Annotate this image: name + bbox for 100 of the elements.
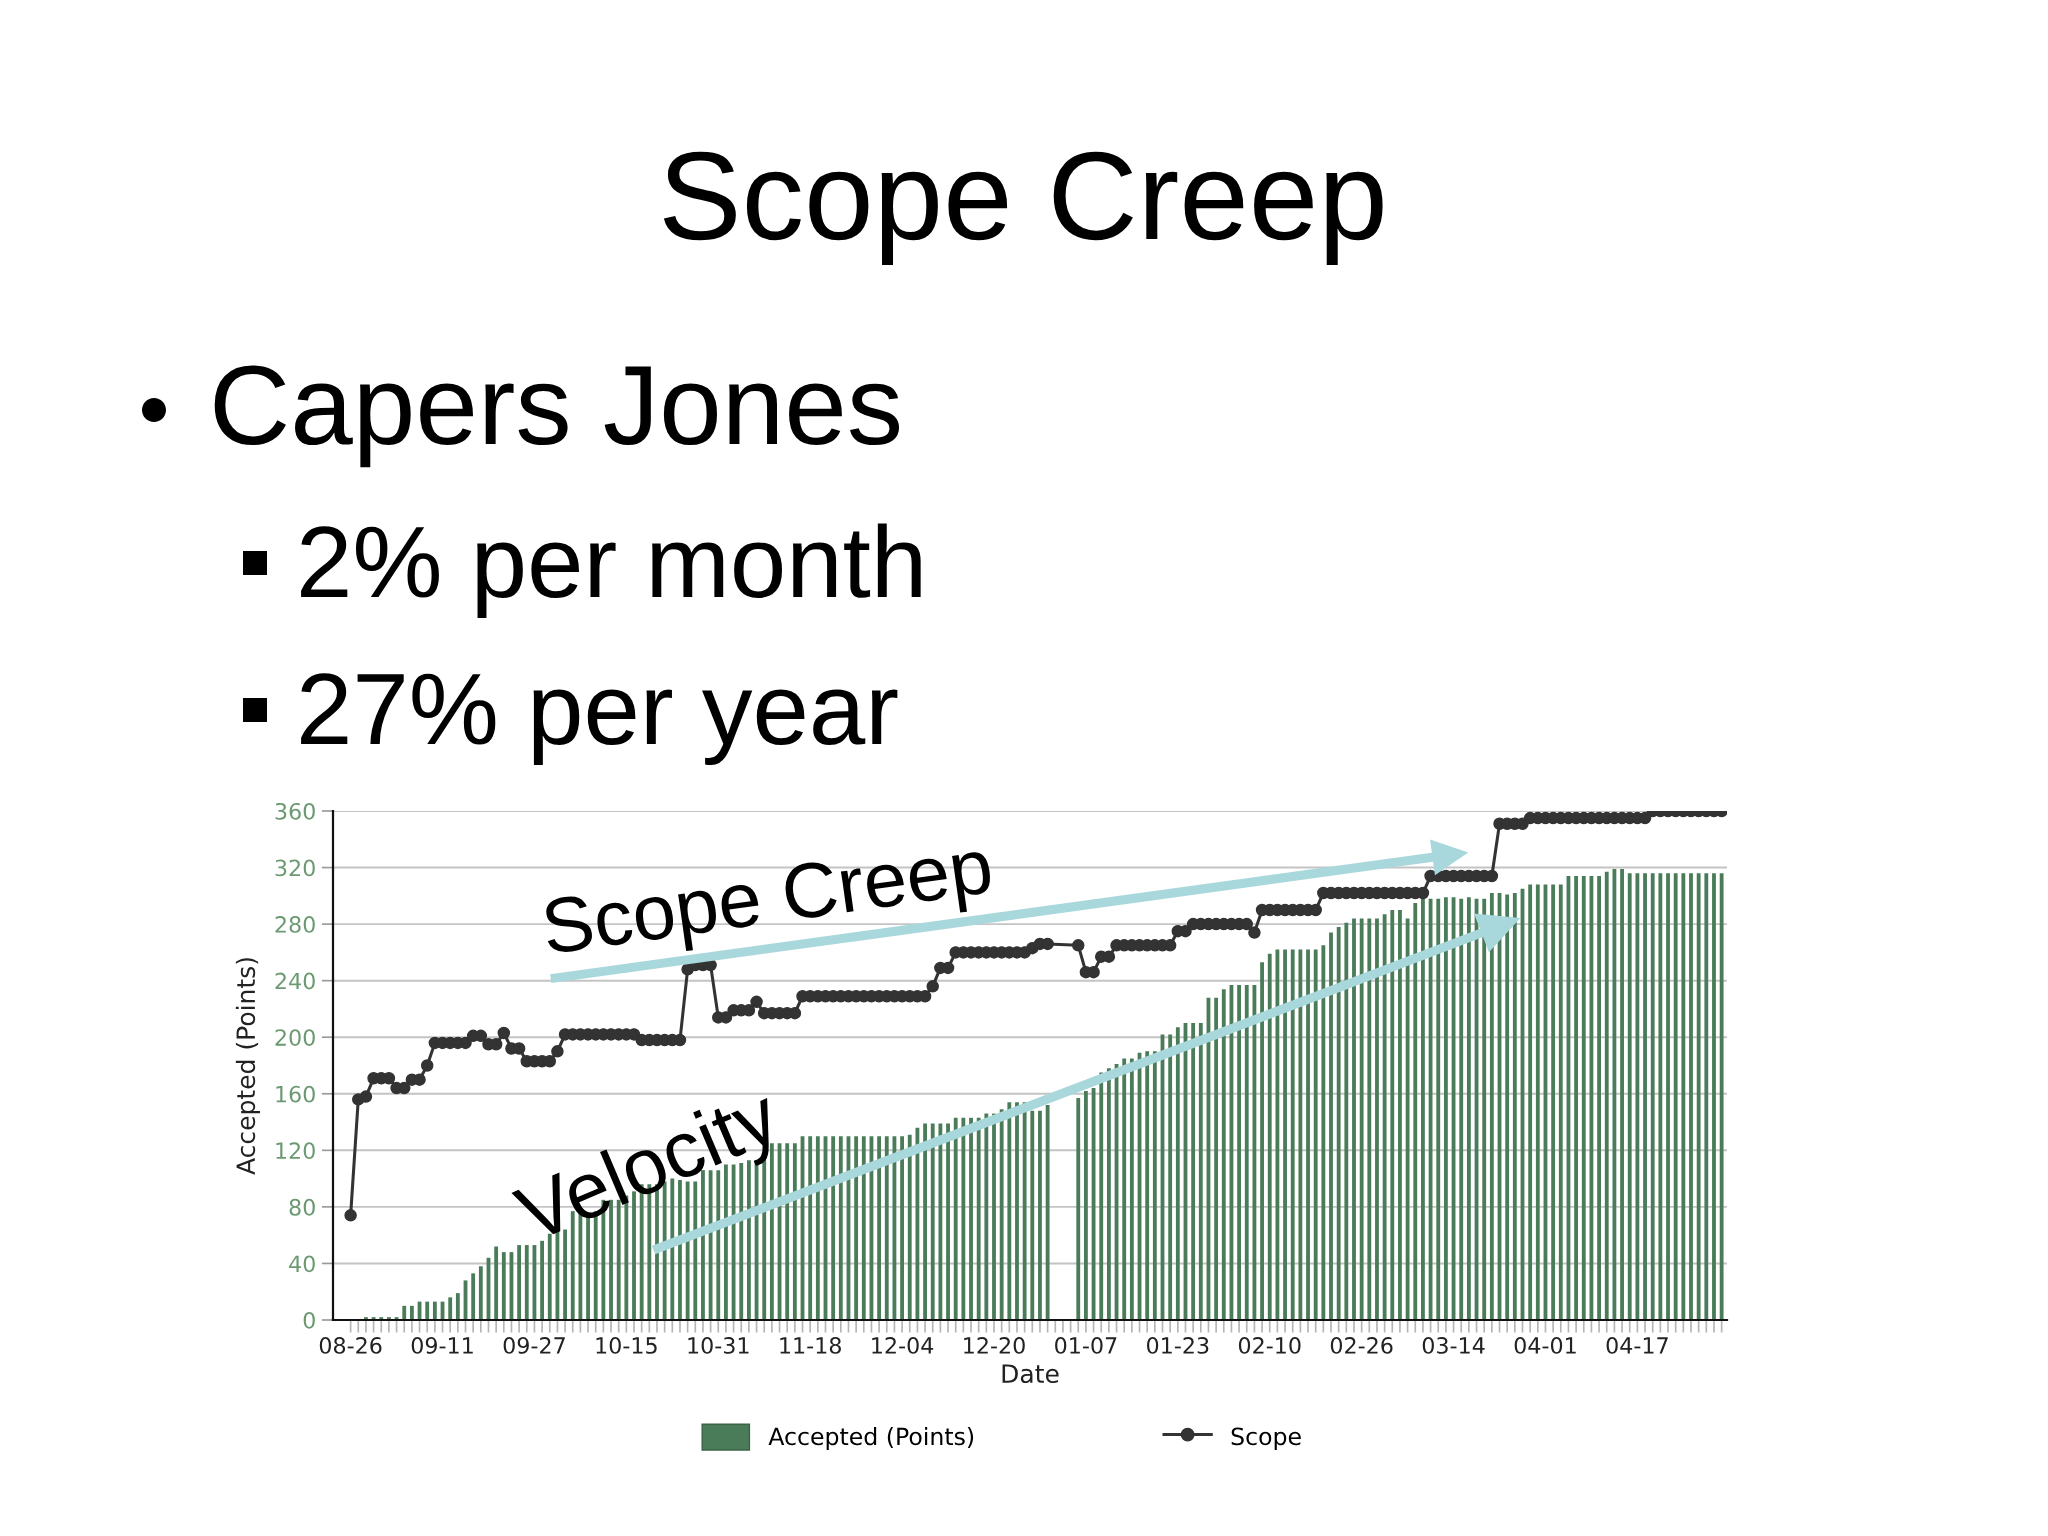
bar: [946, 1123, 950, 1320]
bar: [1650, 873, 1655, 1320]
y-tick-label: 200: [275, 1029, 315, 1046]
y-tick-label: 320: [275, 859, 315, 877]
bar: [1038, 1110, 1042, 1320]
bar: [1597, 876, 1601, 1320]
bar: [1237, 984, 1242, 1320]
x-axis-title: Date: [1002, 1364, 1059, 1384]
bar: [1528, 884, 1533, 1320]
bar: [1505, 894, 1510, 1320]
bar: [854, 1136, 859, 1320]
bar: [900, 1136, 904, 1320]
bar: [1382, 914, 1387, 1320]
bar: [1604, 871, 1609, 1320]
bar: [1122, 1058, 1127, 1320]
bar: [1007, 1102, 1012, 1320]
bar: [1267, 953, 1272, 1320]
bar: [1221, 989, 1226, 1320]
bar: [448, 1297, 453, 1320]
bar: [984, 1113, 989, 1320]
bar: [1290, 949, 1295, 1320]
bar: [425, 1301, 430, 1320]
bar: [1459, 898, 1464, 1320]
x-tick-label: 12-20: [964, 1337, 1025, 1354]
bar: [1099, 1072, 1104, 1320]
bar: [953, 1117, 958, 1320]
bar: [1076, 1098, 1081, 1320]
bar: [1191, 1023, 1196, 1320]
x-tick-label: 10-31: [688, 1337, 749, 1354]
bar: [1696, 873, 1701, 1320]
x-tick-label: 04-17: [1606, 1337, 1668, 1354]
chart-title: Scope Creep: [663, 151, 1383, 265]
bar: [1666, 873, 1670, 1320]
x-tick-label: 11-18: [780, 1337, 841, 1354]
bar: [1344, 922, 1349, 1320]
bar: [1106, 1068, 1111, 1320]
bar: [1673, 873, 1678, 1320]
bar: [938, 1123, 943, 1320]
bar: [1466, 897, 1471, 1320]
x-tick-label: 04-01: [1514, 1337, 1576, 1354]
bar: [877, 1136, 882, 1320]
bar: [1275, 949, 1280, 1320]
bar: [1321, 945, 1326, 1320]
bar: [1704, 873, 1709, 1320]
bar: [1512, 893, 1517, 1320]
bar: [1375, 918, 1379, 1320]
bar: [1620, 868, 1624, 1320]
bar: [1022, 1102, 1027, 1320]
bar: [1198, 1023, 1203, 1320]
bar: [907, 1134, 912, 1320]
y-tick-label: 280: [275, 916, 315, 933]
bar: [1214, 997, 1219, 1320]
y-tick-label: 240: [275, 972, 315, 990]
legend-label: Scope: [1231, 1427, 1301, 1450]
bar: [769, 1143, 774, 1320]
y-tick-label: 120: [276, 1142, 315, 1160]
bar: [815, 1136, 820, 1320]
bar: [478, 1266, 483, 1320]
bar: [884, 1136, 889, 1320]
y-tick-label: 0: [303, 1311, 315, 1329]
bar: [1712, 873, 1716, 1320]
bar: [1658, 873, 1663, 1320]
y-tick-label: 40: [289, 1255, 315, 1273]
annotation: Scope Creep: [541, 838, 995, 970]
bar: [1313, 949, 1318, 1320]
bar: [494, 1246, 499, 1320]
y-axis-title: Accepted (Points): [235, 958, 261, 1175]
bar: [1558, 884, 1563, 1320]
bar: [1612, 868, 1617, 1320]
bar: [1390, 909, 1395, 1320]
bar: [1574, 876, 1579, 1320]
bar: [432, 1301, 437, 1320]
bar: [923, 1123, 927, 1320]
bar: [976, 1117, 981, 1320]
text: 2% per month: [301, 523, 921, 619]
bar: [1244, 984, 1249, 1320]
bar: [1352, 918, 1356, 1320]
bar: [455, 1293, 460, 1320]
bar: [501, 1252, 506, 1320]
bar: [1283, 949, 1287, 1320]
x-tick-label: 01-23: [1147, 1337, 1209, 1354]
bar: [792, 1143, 797, 1320]
legend-label: Accepted (Points): [768, 1427, 974, 1450]
x-tick-label: 12-04: [872, 1337, 934, 1354]
bar: [861, 1136, 866, 1320]
bar: [1367, 918, 1372, 1320]
bar: [1681, 873, 1686, 1320]
x-tick-label: 10-15: [596, 1337, 657, 1354]
bar: [969, 1117, 973, 1320]
text: Capers Jones: [214, 365, 900, 468]
bar: [1168, 1034, 1173, 1320]
bar: [992, 1113, 996, 1320]
bar: [961, 1117, 966, 1320]
x-tick-label: 09-27: [503, 1337, 565, 1354]
bar: [409, 1305, 414, 1320]
bar: [831, 1136, 836, 1320]
y-tick-label: 360: [275, 802, 315, 820]
bar: [930, 1123, 935, 1320]
bar: [1689, 873, 1693, 1320]
bar: [1581, 876, 1586, 1320]
